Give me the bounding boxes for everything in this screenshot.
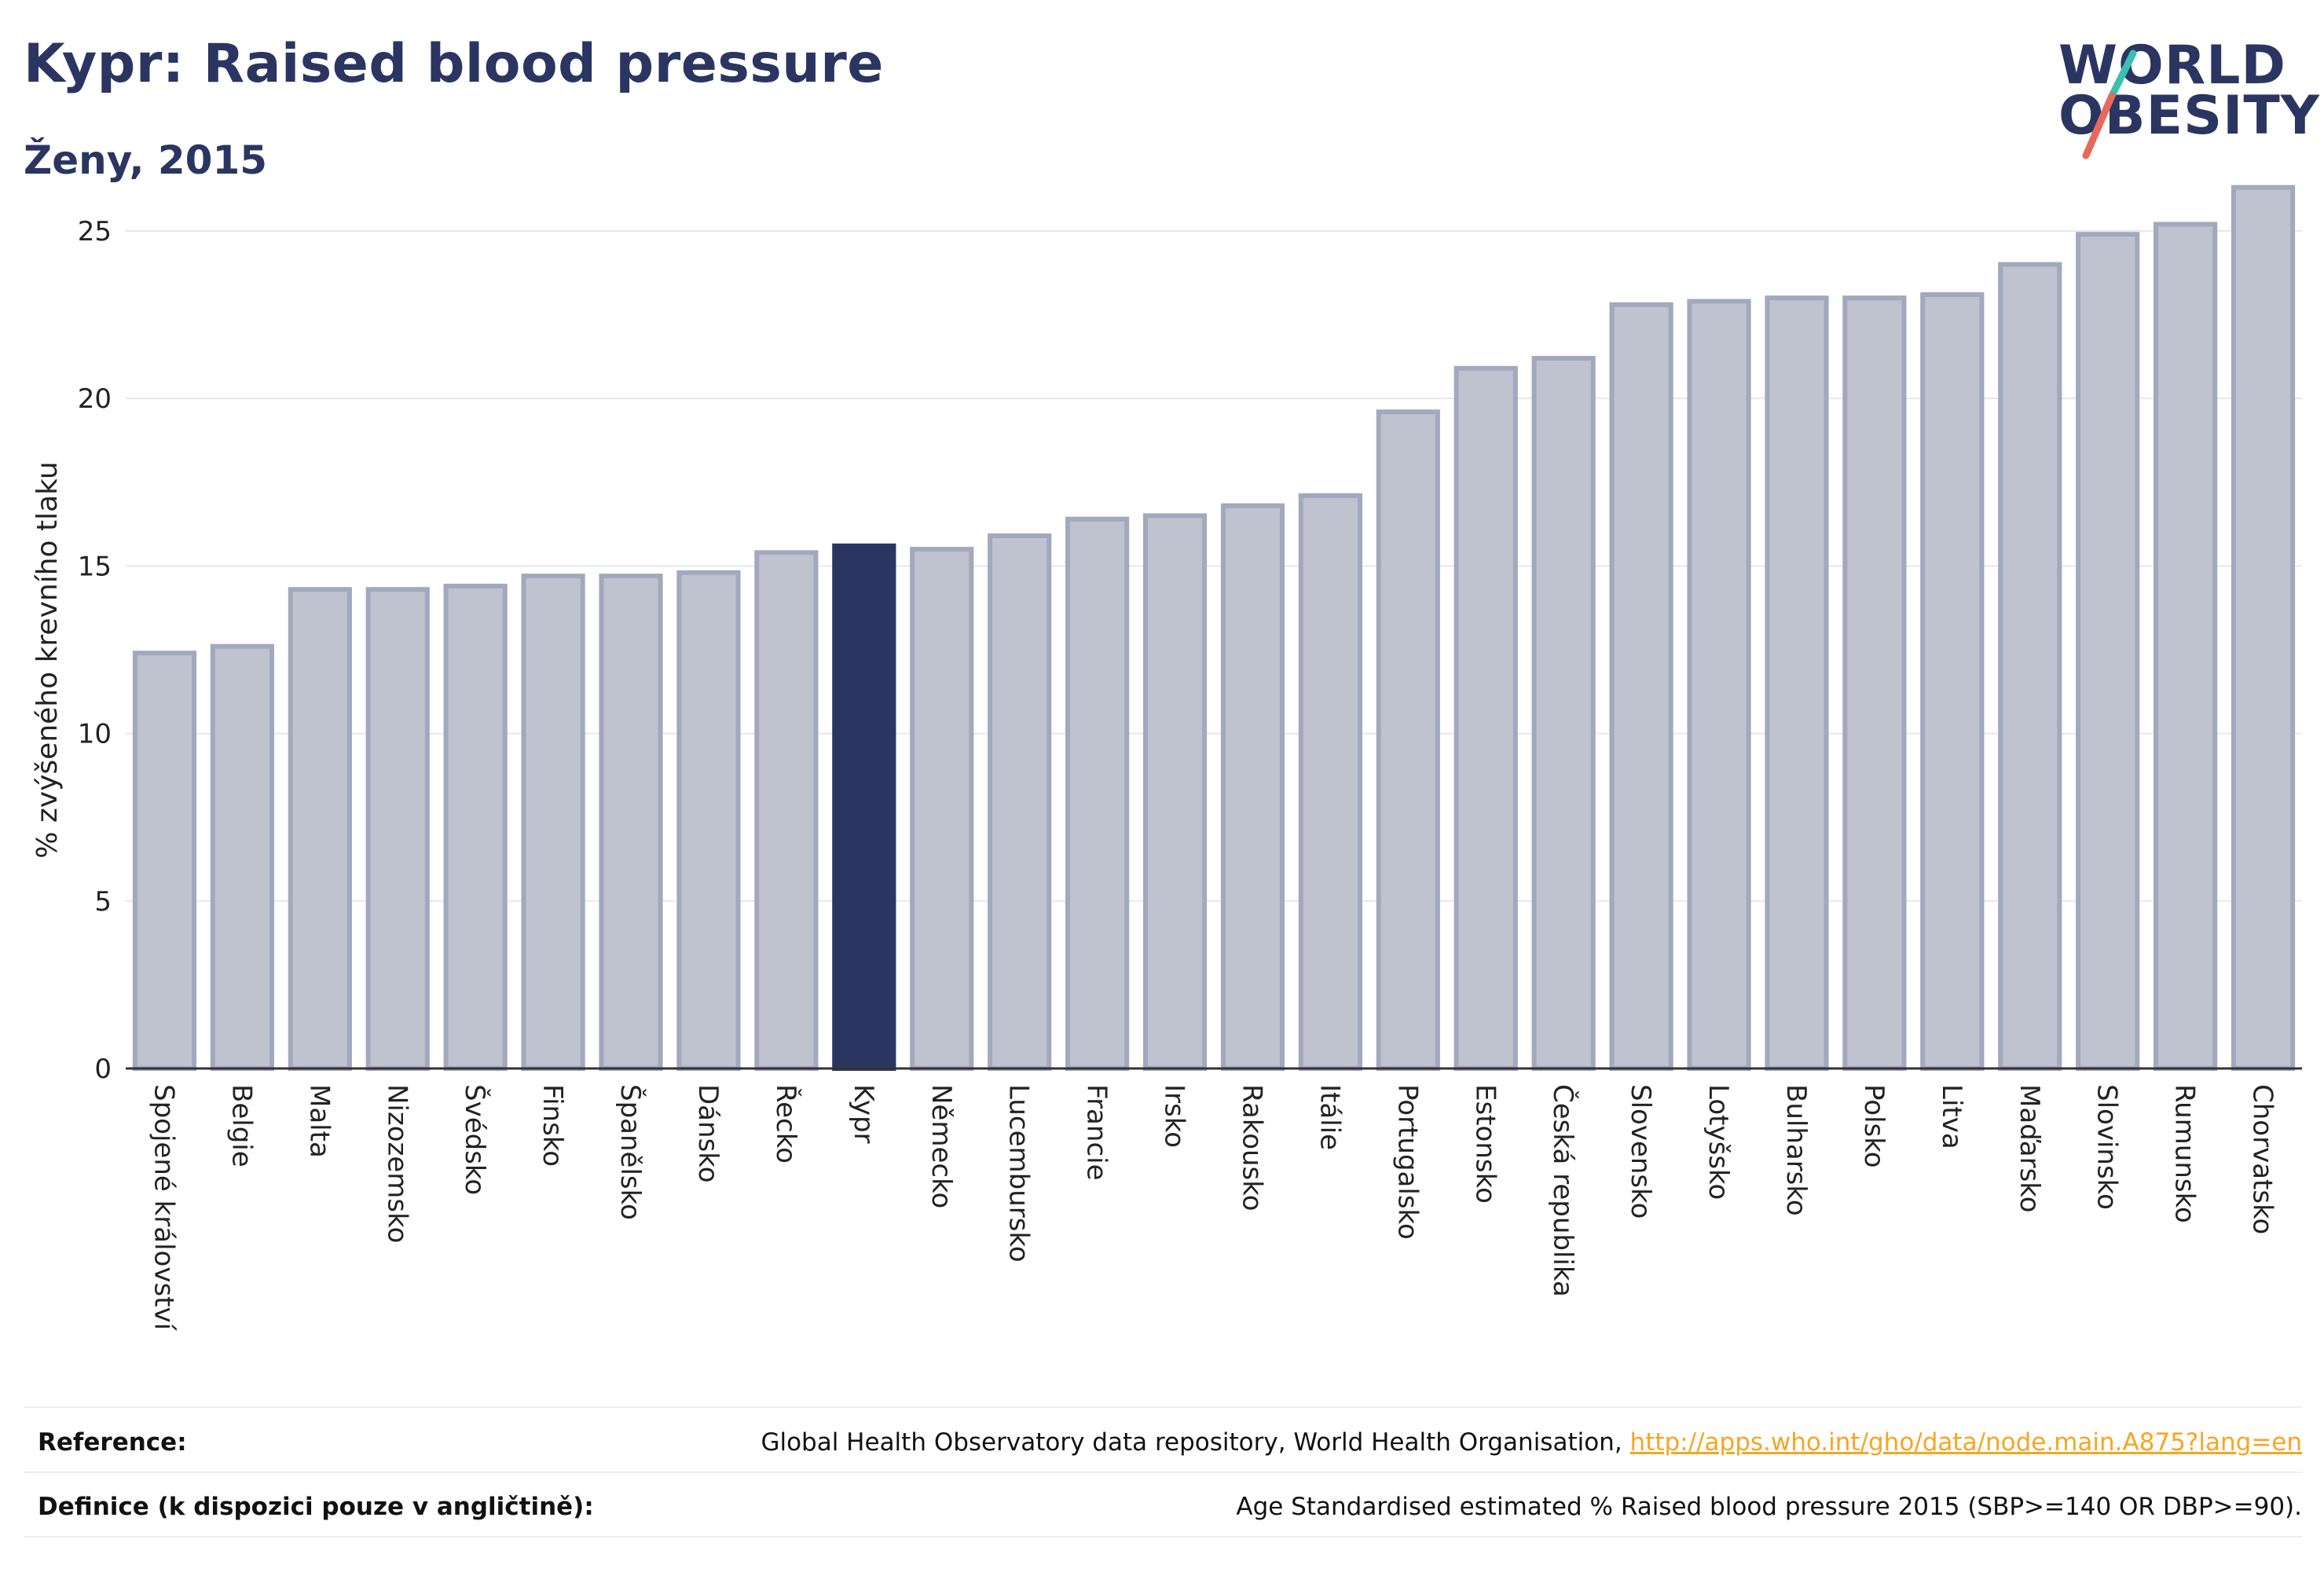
x-tick-label: Lucembursko (1003, 1084, 1035, 1263)
y-tick-label: 25 (78, 216, 112, 247)
y-tick-label: 10 (78, 719, 112, 750)
bar-rumunsko (2154, 222, 2218, 1071)
bar-litva (1920, 291, 1985, 1071)
x-tick-label: Česká republika (1547, 1084, 1579, 1297)
y-axis-label: % zvýšeného krevního tlaku (31, 461, 64, 858)
x-tick-label: Rumunsko (2169, 1084, 2201, 1223)
x-tick-label: Dánsko (692, 1084, 724, 1183)
bar-chorvatsko (2231, 185, 2296, 1071)
chart-title: Kypr: Raised blood pressure (24, 33, 884, 95)
y-tick-label: 5 (94, 886, 112, 918)
x-tick-label: Maďarsko (2014, 1084, 2045, 1213)
bar-chart: 0 5 10 15 20 25 Spojené království Belgie Malta N… (31, 185, 2302, 1332)
bar-lucembursko (988, 533, 1052, 1071)
x-tick-label: Estonsko (1469, 1084, 1501, 1204)
x-tick-label: Belgie (225, 1084, 257, 1167)
bar-dánsko (676, 570, 741, 1071)
bar-lotyšsko (1687, 299, 1751, 1071)
bar-malta (288, 587, 352, 1071)
bar-maďarsko (1998, 262, 2062, 1071)
x-tick-label: Malta (303, 1084, 335, 1158)
x-tick-label: Kypr (848, 1084, 879, 1144)
logo-slash-icon (2082, 49, 2137, 159)
bars (132, 185, 2296, 1072)
bar-slovinsko (2076, 232, 2140, 1071)
world-obesity-logo: WORLD OBESITY (2043, 35, 2319, 165)
definition-value: Age Standardised estimated % Raised bloo… (1236, 1493, 2302, 1521)
bar-belgie (210, 643, 274, 1071)
x-tick-label: Itálie (1314, 1084, 1345, 1150)
bar-francie (1065, 516, 1130, 1071)
reference-label: Reference: (38, 1428, 187, 1457)
x-tick-label: Německo (926, 1084, 957, 1208)
bar-itálie (1298, 493, 1362, 1071)
reference-text: Global Health Observatory data repositor… (761, 1428, 1630, 1457)
chart-subtitle: Ženy, 2015 (24, 137, 268, 183)
x-tick-label: Lotyšsko (1703, 1084, 1734, 1200)
bar-rakousko (1220, 503, 1285, 1071)
x-tick-label: Portugalsko (1391, 1084, 1423, 1240)
x-tick-label: Švédsko (459, 1084, 491, 1195)
bar-estonsko (1453, 365, 1518, 1071)
bar-slovensko (1609, 302, 1673, 1072)
reference-link[interactable]: http://apps.who.int/gho/data/node.main.A… (1629, 1428, 2302, 1457)
footer-divider-middle (24, 1472, 2302, 1473)
x-tick-label: Řecko (770, 1084, 802, 1164)
bar-irsko (1142, 513, 1208, 1071)
x-tick-label: Slovensko (1625, 1084, 1656, 1219)
x-tick-label: Španělsko (614, 1084, 647, 1220)
footer-divider-bottom (24, 1536, 2302, 1538)
bar-německo (910, 547, 974, 1071)
logo-line-1: WORLD (2058, 35, 2286, 97)
bar-česká-republika (1531, 356, 1596, 1071)
bar-nizozemsko (365, 587, 430, 1071)
x-tick-label: Irsko (1159, 1084, 1190, 1148)
x-tick-label: Nizozemsko (381, 1084, 412, 1243)
axes: 0 5 10 15 20 25 Spojené království Belgie Malta N… (78, 216, 2302, 1332)
reference-value: Global Health Observatory data repositor… (761, 1428, 2302, 1457)
y-tick-label: 15 (78, 551, 112, 582)
x-tick-label: Slovinsko (2091, 1084, 2123, 1210)
bar-bulharsko (1765, 295, 1829, 1071)
y-tick-label: 0 (94, 1054, 112, 1085)
bar-portugalsko (1376, 409, 1440, 1071)
x-tick-label: Polsko (1858, 1084, 1890, 1168)
bar-řecko (754, 550, 819, 1071)
definition-label: Definice (k dispozici pouze v angličtině… (38, 1493, 594, 1521)
x-tick-label: Litva (1936, 1084, 1967, 1149)
footer-divider-top (24, 1406, 2302, 1408)
bar-švédsko (443, 583, 508, 1071)
x-tick-label: Chorvatsko (2247, 1084, 2278, 1234)
x-tick-label: Finsko (537, 1084, 568, 1167)
bar-španělsko (599, 574, 663, 1071)
y-tick-label: 20 (78, 383, 112, 415)
bar-kypr (832, 543, 896, 1071)
bar-spojené-království (132, 651, 197, 1071)
x-tick-label: Spojené království (148, 1084, 179, 1332)
x-tick-label: Rakousko (1236, 1084, 1267, 1211)
bar-finsko (521, 574, 585, 1071)
x-tick-label: Francie (1081, 1084, 1113, 1181)
bar-polsko (1842, 295, 1907, 1071)
x-tick-label: Bulharsko (1780, 1084, 1812, 1216)
